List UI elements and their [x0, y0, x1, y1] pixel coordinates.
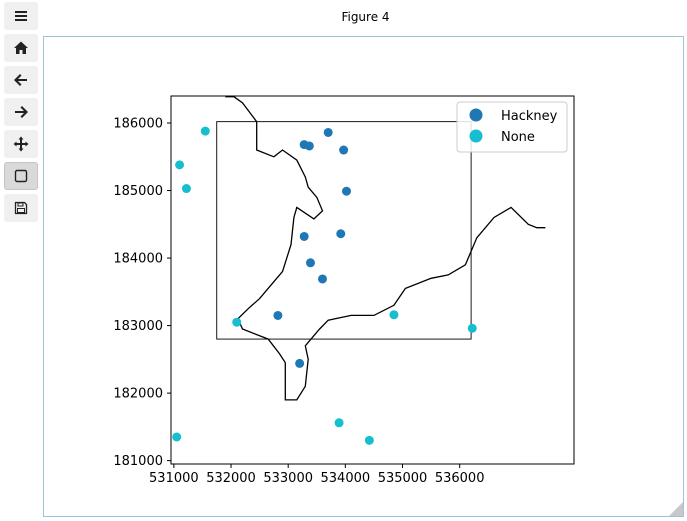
- point-hackney-3: [339, 145, 349, 155]
- point-none-0: [200, 126, 210, 136]
- point-none-3: [232, 317, 242, 327]
- scatter-plot: 531000 532000 533000 534000 535000 536000 1810…: [113, 95, 575, 486]
- y-tick-label-0: 181000: [113, 454, 163, 469]
- point-none-8: [364, 435, 374, 445]
- home-icon: [14, 41, 28, 54]
- borough-boundary: [225, 96, 546, 401]
- window-title: Figure 4: [341, 10, 390, 24]
- point-hackney-2: [304, 141, 314, 151]
- axes-frame: [170, 95, 575, 465]
- home-button[interactable]: [4, 34, 38, 62]
- figure-canvas[interactable]: 531000 532000 533000 534000 535000 536000 1810…: [43, 36, 684, 517]
- toolbar: [4, 2, 38, 226]
- extent-box: [216, 121, 472, 340]
- arrow-right-icon: [15, 106, 28, 118]
- resize-grip-icon[interactable]: [669, 502, 683, 516]
- back-button[interactable]: [4, 66, 38, 94]
- point-hackney-8: [317, 274, 327, 284]
- y-tick-label-2: 183000: [113, 319, 163, 334]
- x-tick-label-5: 536000: [435, 471, 485, 486]
- point-none-7: [334, 418, 344, 428]
- y-tick-label-1: 182000: [113, 387, 163, 402]
- point-none-4: [389, 310, 399, 320]
- point-none-1: [175, 160, 185, 170]
- x-tick-label-2: 533000: [263, 471, 313, 486]
- forward-button[interactable]: [4, 98, 38, 126]
- pan-button[interactable]: [4, 130, 38, 158]
- point-hackney-7: [305, 258, 315, 268]
- y-tick-label-5: 186000: [113, 117, 163, 132]
- point-hackney-9: [273, 310, 283, 320]
- move-icon: [13, 136, 29, 152]
- x-tick-label-4: 535000: [378, 471, 428, 486]
- arrow-left-icon: [14, 74, 27, 86]
- x-tick-label-0: 531000: [149, 471, 199, 486]
- x-tick-label-1: 532000: [206, 471, 256, 486]
- square-icon: [14, 169, 28, 183]
- legend-label-none: None: [501, 130, 535, 145]
- legend-marker-hackney: [469, 108, 483, 122]
- plot-area: 531000 532000 533000 534000 535000 536000 1810…: [113, 95, 575, 486]
- hamburger-icon: [15, 11, 27, 21]
- y-tick-label-4: 185000: [113, 184, 163, 199]
- point-none-5: [467, 323, 477, 333]
- zoom-button[interactable]: [4, 162, 38, 190]
- save-button[interactable]: [4, 194, 38, 222]
- point-hackney-0: [323, 127, 333, 137]
- save-icon: [14, 201, 28, 215]
- point-hackney-5: [299, 231, 309, 241]
- point-hackney-4: [341, 186, 351, 196]
- legend-marker-none: [469, 129, 483, 143]
- x-tick-label-3: 534000: [321, 471, 371, 486]
- point-none-6: [172, 432, 182, 442]
- point-hackney-6: [336, 229, 346, 239]
- point-hackney-10: [295, 358, 305, 368]
- y-tick-label-3: 184000: [113, 252, 163, 267]
- legend-box: [456, 101, 568, 153]
- legend-label-hackney: Hackney: [501, 109, 558, 124]
- point-none-2: [181, 184, 191, 194]
- menu-button[interactable]: [4, 2, 38, 30]
